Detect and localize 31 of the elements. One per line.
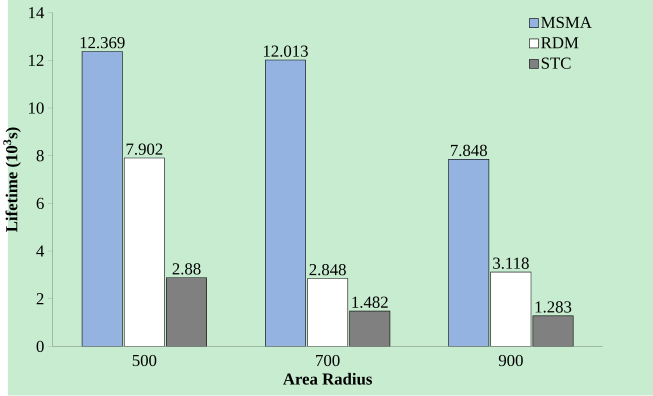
legend-label: STC xyxy=(542,58,570,70)
data-label: 3.118 xyxy=(493,258,529,270)
y-tick-label: 10 xyxy=(29,102,44,114)
y-tick-label: 6 xyxy=(36,198,44,210)
y-tick-label: 12 xyxy=(29,55,44,66)
data-label: 2.848 xyxy=(310,264,346,276)
data-label: 12.013 xyxy=(264,46,308,58)
bar xyxy=(166,278,207,347)
data-label: 1.482 xyxy=(352,296,388,308)
data-label: 2.88 xyxy=(172,263,201,275)
legend-label: RDM xyxy=(541,37,578,48)
x-axis-title: Area Radius xyxy=(283,373,372,385)
x-tick-label: 700 xyxy=(316,355,340,366)
y-tick-label: 14 xyxy=(29,7,44,18)
y-tick-label: 2 xyxy=(36,293,44,305)
y-tick-label: 8 xyxy=(36,150,44,162)
legend-label: MSMA xyxy=(541,17,592,28)
x-tick-label: 900 xyxy=(498,355,523,366)
bar xyxy=(349,311,390,347)
bar xyxy=(532,316,574,347)
bar xyxy=(265,60,306,347)
y-tick-label: 0 xyxy=(36,341,44,352)
x-tick-label: 500 xyxy=(132,355,156,366)
data-label: 7.902 xyxy=(126,144,162,156)
bar xyxy=(448,159,490,347)
bar xyxy=(82,51,123,347)
y-axis-title: Lifetime (10$^{3}$s) xyxy=(3,128,21,232)
data-label: 12.369 xyxy=(80,37,125,49)
y-tick-label: 4 xyxy=(36,246,44,257)
data-label: 7.848 xyxy=(450,145,487,156)
data-label: 1.283 xyxy=(536,302,572,313)
